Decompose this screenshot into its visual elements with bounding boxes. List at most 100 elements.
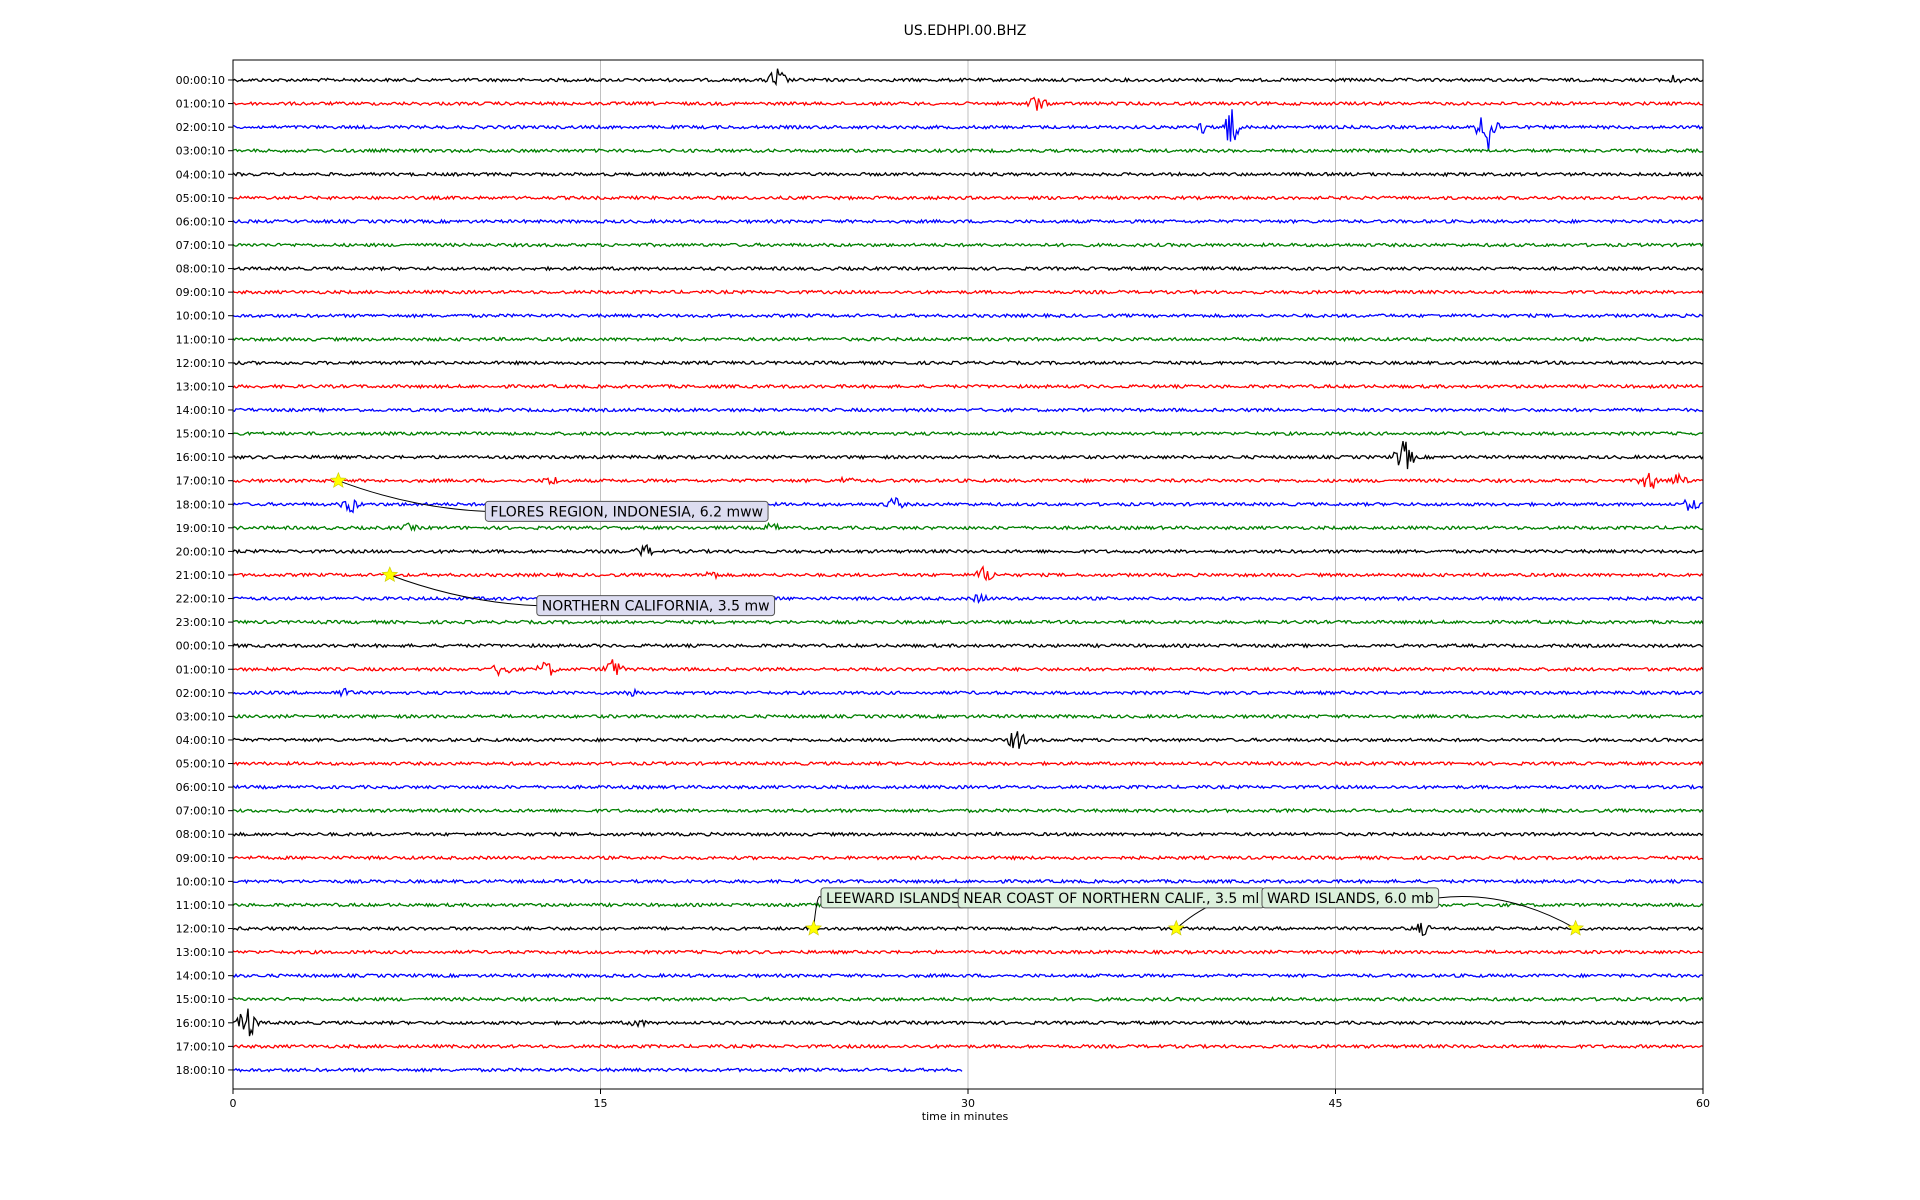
x-tick-label: 0 bbox=[230, 1097, 237, 1110]
row-label-text: 01:00:10 bbox=[176, 663, 225, 676]
event-1: NORTHERN CALIFORNIA, 3.5 mw bbox=[381, 566, 776, 617]
trace-row-18 bbox=[232, 496, 1703, 514]
trace-row-5 bbox=[232, 194, 1704, 201]
event-star bbox=[381, 566, 399, 583]
row-label-15: 15:00:10 bbox=[176, 428, 233, 441]
row-label-text: 09:00:10 bbox=[176, 286, 225, 299]
row-label-text: 00:00:10 bbox=[176, 74, 225, 87]
row-label-36: 12:00:10 bbox=[176, 923, 233, 936]
row-label-8: 08:00:10 bbox=[176, 263, 233, 276]
row-label-text: 06:00:10 bbox=[176, 215, 225, 228]
row-label-text: 02:00:10 bbox=[176, 121, 225, 134]
row-label-text: 21:00:10 bbox=[176, 569, 225, 582]
row-label-23: 23:00:10 bbox=[176, 616, 233, 629]
row-label-33: 09:00:10 bbox=[176, 852, 233, 865]
trace-row-10 bbox=[232, 312, 1704, 319]
row-label-text: 10:00:10 bbox=[176, 875, 225, 888]
row-label-text: 04:00:10 bbox=[176, 734, 225, 747]
event-label: NORTHERN CALIFORNIA, 3.5 mw bbox=[542, 599, 770, 615]
row-label-14: 14:00:10 bbox=[176, 404, 233, 417]
row-label-18: 18:00:10 bbox=[176, 498, 233, 511]
event-star bbox=[805, 919, 823, 936]
trace-row-27 bbox=[232, 713, 1704, 720]
x-tick-label: 45 bbox=[1329, 1097, 1343, 1110]
seismic-traces bbox=[232, 68, 1704, 1073]
chart-title: US.EDHPI.00.BHZ bbox=[904, 23, 1027, 39]
event-annotations: FLORES REGION, INDONESIA, 6.2 mww NORTHER… bbox=[329, 471, 1584, 936]
row-label-text: 07:00:10 bbox=[176, 239, 225, 252]
x-tick-label: 30 bbox=[961, 1097, 975, 1110]
row-label-text: 04:00:10 bbox=[176, 168, 225, 181]
trace-row-26 bbox=[232, 687, 1704, 698]
row-label-24: 00:00:10 bbox=[176, 640, 233, 653]
trace-row-25 bbox=[233, 659, 1704, 678]
event-label: LEEWARD ISLANDS bbox=[826, 891, 960, 907]
row-label-text: 02:00:10 bbox=[176, 687, 225, 700]
row-label-30: 06:00:10 bbox=[176, 781, 233, 794]
trace-row-33 bbox=[232, 854, 1704, 861]
event-label-box bbox=[536, 595, 776, 617]
row-label-text: 07:00:10 bbox=[176, 805, 225, 818]
row-label-text: 01:00:10 bbox=[176, 98, 225, 111]
row-label-text: 14:00:10 bbox=[176, 404, 225, 417]
trace-row-37 bbox=[232, 949, 1704, 956]
row-label-text: 06:00:10 bbox=[176, 781, 225, 794]
x-tick-45: 45 bbox=[1329, 1089, 1343, 1110]
row-label-text: 18:00:10 bbox=[176, 1064, 225, 1077]
row-label-20: 20:00:10 bbox=[176, 545, 233, 558]
trace-row-17 bbox=[232, 471, 1704, 489]
trace-row-39 bbox=[232, 996, 1704, 1003]
x-axis-ticks: 0 15 30 45 60 bbox=[230, 1089, 1710, 1110]
x-tick-label: 60 bbox=[1696, 1097, 1710, 1110]
trace-row-4 bbox=[232, 171, 1704, 178]
row-label-text: 16:00:10 bbox=[176, 1017, 225, 1030]
row-label-text: 13:00:10 bbox=[176, 380, 225, 393]
trace-row-11 bbox=[232, 336, 1704, 343]
row-labels: 00:00:10 01:00:10 02:00:10 03:00:10 04:00:10… bbox=[176, 74, 233, 1077]
row-label-27: 03:00:10 bbox=[176, 710, 233, 723]
x-tick-30: 30 bbox=[961, 1089, 975, 1110]
event-4: WARD ISLANDS, 6.0 mb bbox=[1261, 887, 1584, 936]
row-label-25: 01:00:10 bbox=[176, 663, 233, 676]
event-3: NEAR COAST OF NORTHERN CALIF., 3.5 ml bbox=[957, 887, 1265, 936]
x-tick-label: 15 bbox=[594, 1097, 608, 1110]
trace-row-7 bbox=[232, 242, 1704, 248]
event-star bbox=[329, 471, 347, 488]
x-tick-0: 0 bbox=[230, 1089, 237, 1110]
trace-row-28 bbox=[232, 731, 1704, 749]
trace-row-36 bbox=[232, 922, 1704, 936]
row-label-text: 22:00:10 bbox=[176, 593, 225, 606]
row-label-31: 07:00:10 bbox=[176, 805, 233, 818]
x-tick-60: 60 bbox=[1696, 1089, 1710, 1110]
row-label-39: 15:00:10 bbox=[176, 993, 233, 1006]
row-label-1: 01:00:10 bbox=[176, 98, 233, 111]
row-label-text: 03:00:10 bbox=[176, 710, 225, 723]
row-label-37: 13:00:10 bbox=[176, 946, 233, 959]
row-label-2: 02:00:10 bbox=[176, 121, 233, 134]
row-label-text: 19:00:10 bbox=[176, 522, 225, 535]
trace-row-24 bbox=[232, 642, 1704, 649]
row-label-7: 07:00:10 bbox=[176, 239, 233, 252]
trace-row-13 bbox=[232, 383, 1704, 390]
row-label-text: 09:00:10 bbox=[176, 852, 225, 865]
trace-row-16 bbox=[233, 440, 1704, 470]
row-label-text: 15:00:10 bbox=[176, 993, 225, 1006]
trace-row-6 bbox=[232, 218, 1704, 225]
row-label-text: 05:00:10 bbox=[176, 192, 225, 205]
row-label-text: 10:00:10 bbox=[176, 310, 225, 323]
trace-row-2 bbox=[232, 109, 1704, 152]
trace-row-8 bbox=[232, 265, 1704, 272]
row-label-16: 16:00:10 bbox=[176, 451, 233, 464]
row-label-text: 11:00:10 bbox=[176, 899, 225, 912]
row-label-text: 17:00:10 bbox=[176, 1040, 225, 1053]
trace-row-9 bbox=[232, 289, 1704, 296]
row-label-40: 16:00:10 bbox=[176, 1017, 233, 1030]
row-label-3: 03:00:10 bbox=[176, 145, 233, 158]
event-connector bbox=[338, 480, 486, 512]
trace-row-30 bbox=[232, 784, 1704, 790]
row-label-19: 19:00:10 bbox=[176, 522, 233, 535]
row-label-32: 08:00:10 bbox=[176, 828, 233, 841]
row-label-17: 17:00:10 bbox=[176, 475, 233, 488]
row-label-26: 02:00:10 bbox=[176, 687, 233, 700]
x-axis-label: time in minutes bbox=[922, 1110, 1009, 1123]
